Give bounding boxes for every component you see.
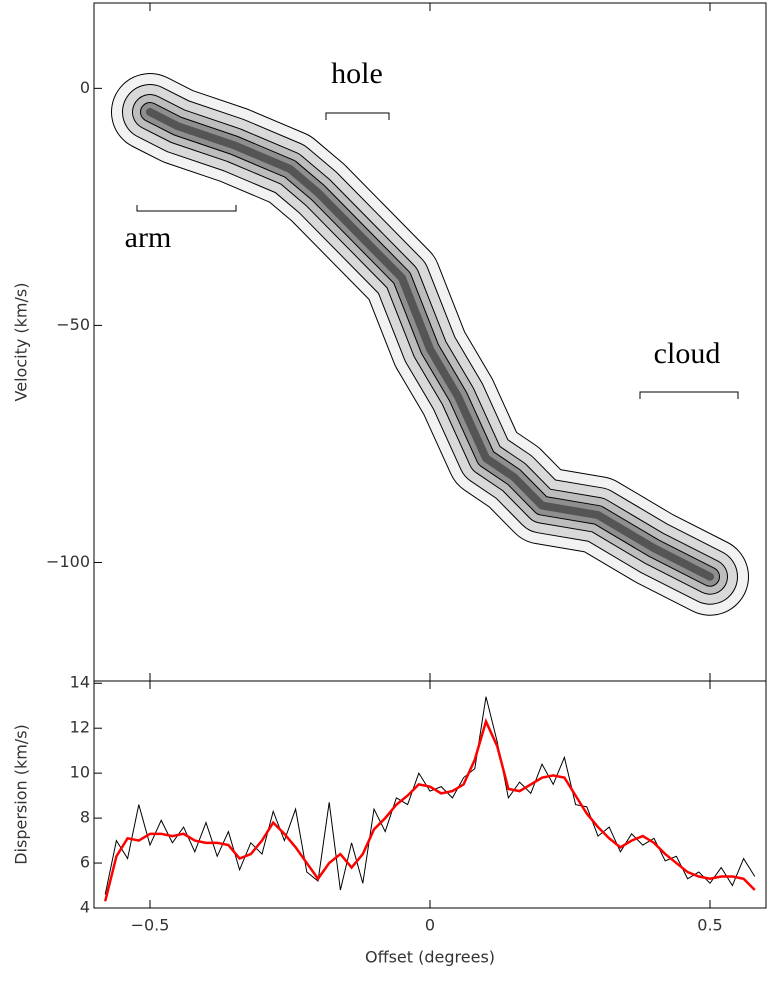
y-tick-label: 10 <box>70 763 90 782</box>
y-tick-label: 14 <box>70 673 90 692</box>
dispersion-line <box>103 717 756 902</box>
y-tick-label: −50 <box>56 315 90 334</box>
y-tick-label: 0 <box>80 78 90 97</box>
plot-area <box>111 73 749 616</box>
annotation: cloud <box>654 337 721 370</box>
emission-contour <box>146 108 714 581</box>
y-axis-label: Velocity (km/s) <box>12 283 31 402</box>
annotation-bracket <box>325 112 390 120</box>
annotation: hole <box>331 57 383 90</box>
x-tick-label: −0.5 <box>131 916 170 935</box>
x-tick-label: 0 <box>425 916 435 935</box>
y-tick-label: −100 <box>46 552 90 571</box>
dispersion-line <box>104 696 756 895</box>
y-tick-label: 4 <box>80 898 90 917</box>
frame <box>93 680 767 909</box>
y-tick-label: 6 <box>80 853 90 872</box>
annotation-bracket <box>136 205 237 212</box>
x-axis-label: Offset (degrees) <box>365 948 495 967</box>
y-tick-label: 12 <box>70 718 90 737</box>
y-tick-label: 8 <box>80 808 90 827</box>
plot-area <box>103 696 756 902</box>
y-axis-label: Dispersion (km/s) <box>12 724 31 865</box>
annotation: arm <box>125 221 172 254</box>
x-tick-label: 0.5 <box>697 916 722 935</box>
annotation-bracket <box>639 391 739 399</box>
